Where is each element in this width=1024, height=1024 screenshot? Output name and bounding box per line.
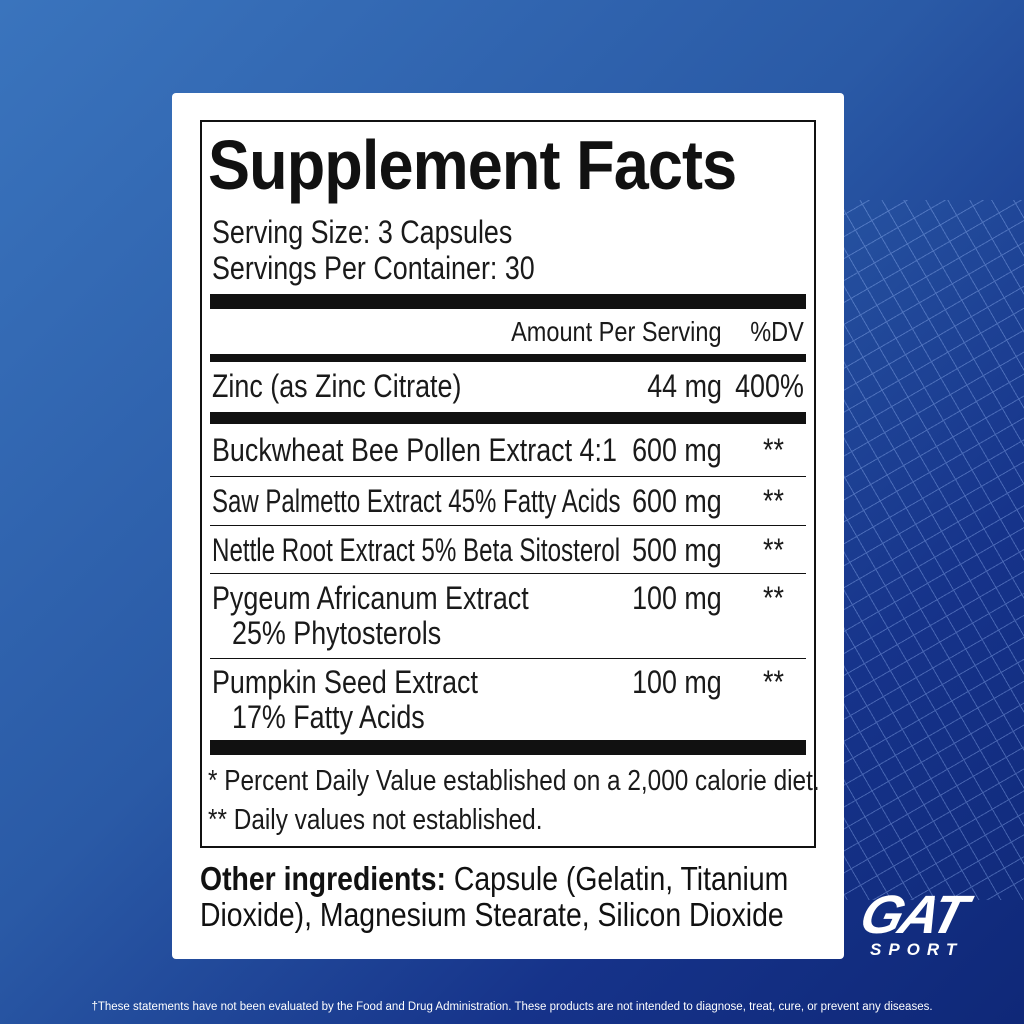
ingredient-name: Saw Palmetto Extract 45% Fatty Acids: [212, 483, 621, 519]
ingredient-dv: 400%: [735, 368, 804, 404]
serving-size: Serving Size: 3 Capsules: [212, 214, 513, 250]
title: Supplement Facts: [208, 126, 737, 204]
divider: [210, 525, 806, 526]
ingredient-amount: 600 mg: [632, 483, 722, 519]
ingredient-name: Buckwheat Bee Pollen Extract 4:1: [212, 432, 617, 468]
ingredient-dv: **: [763, 483, 784, 519]
ingredient-dv: **: [763, 664, 784, 700]
ingredient-dv: **: [763, 432, 784, 468]
ingredient-amount: 100 mg: [632, 580, 722, 616]
ingredient-dv: **: [763, 532, 784, 568]
ingredient-sub: 25% Phytosterols: [232, 615, 442, 651]
ingredient-name: Pumpkin Seed Extract: [212, 664, 478, 700]
gat-sport-logo: GAT SPORT: [854, 885, 971, 960]
other-text: Capsule (Gelatin, Titanium Dioxide), Mag…: [200, 860, 789, 933]
fda-disclaimer: †These statements have not been evaluate…: [91, 1001, 933, 1013]
divider: [210, 354, 806, 362]
ingredient-amount: 44 mg: [647, 368, 722, 404]
footnote: * Percent Daily Value established on a 2…: [208, 765, 820, 797]
divider: [210, 412, 806, 424]
ingredient-amount: 600 mg: [632, 432, 722, 468]
divider: [210, 740, 806, 755]
ingredient-sub: 17% Fatty Acids: [232, 699, 425, 735]
amount-header: Amount Per Serving: [511, 316, 722, 347]
logo-sub: SPORT: [870, 940, 964, 959]
ingredient-dv: **: [763, 580, 784, 616]
ingredient-name: Pygeum Africanum Extract: [212, 580, 529, 616]
supplement-facts-panel: Supplement Facts Serving Size: 3 Capsule…: [172, 93, 844, 959]
ingredient-amount: 100 mg: [632, 664, 722, 700]
other-ingredients: Other ingredients: Capsule (Gelatin, Tit…: [200, 861, 819, 933]
footnote: ** Daily values not established.: [208, 804, 543, 836]
divider: [210, 294, 806, 309]
ingredient-amount: 500 mg: [632, 532, 722, 568]
other-label: Other ingredients:: [200, 860, 446, 897]
ingredient-name: Nettle Root Extract 5% Beta Sitosterol: [212, 532, 621, 568]
divider: [210, 658, 806, 659]
dv-header: %DV: [750, 316, 804, 347]
ingredient-name: Zinc (as Zinc Citrate): [212, 368, 462, 404]
logo-brand: GAT: [853, 885, 972, 945]
divider: [210, 573, 806, 574]
divider: [210, 476, 806, 477]
servings-per-container: Servings Per Container: 30: [212, 250, 535, 286]
facts-box: Supplement Facts Serving Size: 3 Capsule…: [200, 120, 820, 848]
